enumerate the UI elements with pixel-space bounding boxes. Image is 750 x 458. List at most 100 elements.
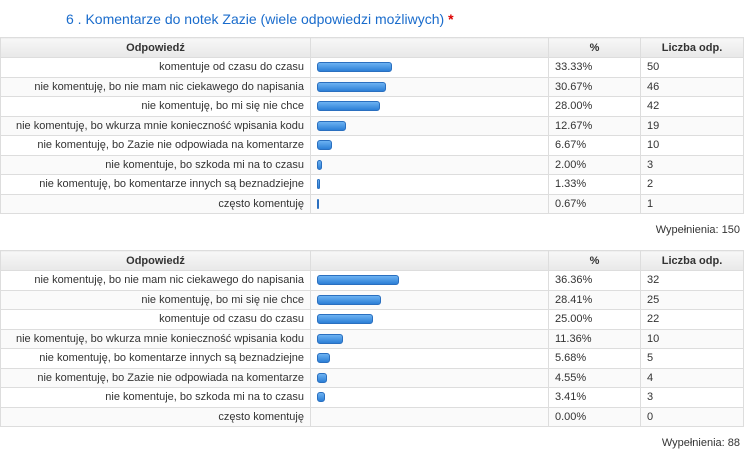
results-table: Odpowiedź% Liczba odp. nie komentuję, bo n… xyxy=(0,250,744,427)
answer-label: nie komentuję, bo komentarze innych są b… xyxy=(0,348,311,369)
count: 22 xyxy=(640,309,744,330)
percent: 12.67% xyxy=(548,115,641,136)
bar-cell xyxy=(310,115,549,136)
header-cell xyxy=(310,250,549,271)
answer-label: nie komentuję, bo nie mam nic ciekawego … xyxy=(0,76,311,97)
answer-label: komentuje od czasu do czasu xyxy=(0,57,311,78)
bar xyxy=(317,140,332,151)
bar-cell xyxy=(310,309,549,330)
header-row: Odpowiedź% Liczba odp. xyxy=(0,37,744,58)
header-cell: Liczba odp. xyxy=(640,37,744,58)
answer-label: nie komentuję, bo wkurza mnie koniecznoś… xyxy=(0,328,311,349)
percent: 11.36% xyxy=(548,328,641,349)
bar-cell xyxy=(310,96,549,117)
bar xyxy=(317,353,330,364)
count: 10 xyxy=(640,135,744,156)
question-title: 6 . Komentarze do notek Zazie (wiele odp… xyxy=(66,11,454,27)
percent: 36.36% xyxy=(548,270,641,291)
percent: 5.68% xyxy=(548,348,641,369)
bar xyxy=(317,294,381,305)
answer-label: nie komentuje, bo szkoda mi na to czasu xyxy=(0,154,311,175)
answer-row: komentuje od czasu do czasu 25.00% 22 xyxy=(0,309,744,330)
answer-row: często komentuję 0.67% 1 xyxy=(0,193,744,214)
count: 10 xyxy=(640,328,744,349)
bar xyxy=(317,101,380,112)
answer-row: nie komentuję, bo komentarze innych są b… xyxy=(0,348,744,369)
answer-label: nie komentuję, bo komentarze innych są b… xyxy=(0,174,311,195)
percent: 30.67% xyxy=(548,76,641,97)
bar xyxy=(317,198,319,209)
bar-cell xyxy=(310,387,549,408)
bar-cell xyxy=(310,270,549,291)
bar-cell xyxy=(310,193,549,214)
answer-label: nie komentuję, bo mi się nie chce xyxy=(0,289,311,310)
bar-cell xyxy=(310,57,549,78)
bar xyxy=(317,120,346,131)
bar xyxy=(317,159,322,170)
answer-row: komentuje od czasu do czasu 33.33% 50 xyxy=(0,57,744,78)
answer-row: nie komentuję, bo wkurza mnie koniecznoś… xyxy=(0,328,744,349)
responses-total: Wypełnienia: 88 xyxy=(661,437,740,449)
percent: 28.00% xyxy=(548,96,641,117)
required-mark: * xyxy=(448,11,454,27)
percent: 1.33% xyxy=(548,174,641,195)
percent: 4.55% xyxy=(548,367,641,388)
percent: 0.67% xyxy=(548,193,641,214)
answer-row: nie komentuję, bo komentarze innych są b… xyxy=(0,174,744,195)
title-text: 6 . Komentarze do notek Zazie (wiele odp… xyxy=(66,11,445,27)
answer-label: często komentuję xyxy=(0,193,311,214)
header-cell xyxy=(310,37,549,58)
bar xyxy=(317,392,325,403)
percent: 6.67% xyxy=(548,135,641,156)
count: 42 xyxy=(640,96,744,117)
answer-label: komentuje od czasu do czasu xyxy=(0,309,311,330)
count: 50 xyxy=(640,57,744,78)
bar-cell xyxy=(310,289,549,310)
answer-row: nie komentuję, bo Zazie nie odpowiada na… xyxy=(0,367,744,388)
header-cell: Liczba odp. xyxy=(640,250,744,271)
count: 3 xyxy=(640,154,744,175)
answer-label: nie komentuję, bo nie mam nic ciekawego … xyxy=(0,270,311,291)
answer-label: nie komentuje, bo szkoda mi na to czasu xyxy=(0,387,311,408)
results-table: Odpowiedź% Liczba odp. komentuje od czasu … xyxy=(0,37,744,214)
answer-row: nie komentuję, bo wkurza mnie koniecznoś… xyxy=(0,115,744,136)
bar xyxy=(317,275,399,286)
bar xyxy=(317,314,374,325)
responses-total: Wypełnienia: 150 xyxy=(655,224,740,236)
count: 19 xyxy=(640,115,744,136)
bar-cell xyxy=(310,76,549,97)
answer-row: często komentuję 0.00% 0 xyxy=(0,406,744,427)
count: 46 xyxy=(640,76,744,97)
percent: 33.33% xyxy=(548,57,641,78)
answer-label: nie komentuję, bo Zazie nie odpowiada na… xyxy=(0,367,311,388)
answer-label: nie komentuję, bo wkurza mnie koniecznoś… xyxy=(0,115,311,136)
percent: 28.41% xyxy=(548,289,641,310)
percent: 2.00% xyxy=(548,154,641,175)
bar-cell xyxy=(310,328,549,349)
count: 5 xyxy=(640,348,744,369)
count: 32 xyxy=(640,270,744,291)
percent: 0.00% xyxy=(548,406,641,427)
percent: 3.41% xyxy=(548,387,641,408)
bar xyxy=(317,62,392,73)
header-row: Odpowiedź% Liczba odp. xyxy=(0,250,744,271)
header-cell: Odpowiedź xyxy=(0,37,311,58)
bar-cell xyxy=(310,135,549,156)
count: 0 xyxy=(640,406,744,427)
header-cell: Odpowiedź xyxy=(0,250,311,271)
bar xyxy=(317,81,386,92)
count: 1 xyxy=(640,193,744,214)
answer-row: nie komentuję, bo mi się nie chce 28.41% 2… xyxy=(0,289,744,310)
bar-cell xyxy=(310,367,549,388)
count: 3 xyxy=(640,387,744,408)
bar xyxy=(317,179,320,190)
count: 25 xyxy=(640,289,744,310)
answer-label: nie komentuję, bo mi się nie chce xyxy=(0,96,311,117)
bar-cell xyxy=(310,348,549,369)
bar-cell xyxy=(310,154,549,175)
answer-row: nie komentuję, bo mi się nie chce 28.00% 4… xyxy=(0,96,744,117)
answer-row: nie komentuje, bo szkoda mi na to czasu 3… xyxy=(0,387,744,408)
count: 4 xyxy=(640,367,744,388)
answer-row: nie komentuję, bo nie mam nic ciekawego … xyxy=(0,270,744,291)
